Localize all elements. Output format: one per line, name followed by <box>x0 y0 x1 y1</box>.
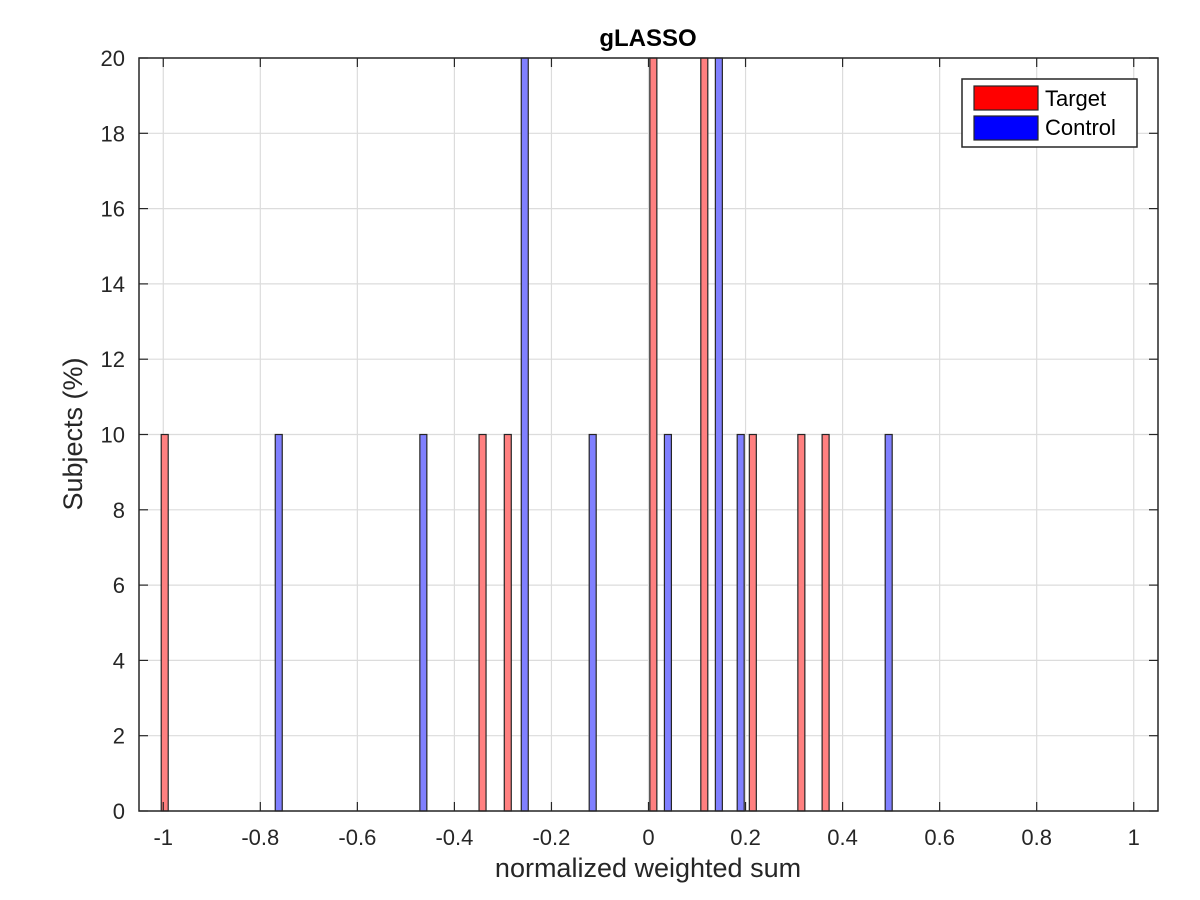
y-tick-label: 0 <box>113 799 125 824</box>
bar-target <box>503 433 512 812</box>
y-tick-label: 10 <box>101 423 125 448</box>
y-tick-label: 8 <box>113 498 125 523</box>
axis-ticks <box>139 57 1158 812</box>
x-tick-label: -0.4 <box>435 825 473 850</box>
bar-target <box>821 433 830 812</box>
bar-control <box>884 433 893 812</box>
bar-target <box>748 433 757 812</box>
legend-swatch-control <box>973 115 1039 141</box>
bar-control <box>736 433 745 812</box>
legend-label-control: Control <box>1045 115 1116 140</box>
x-tick-label: -0.8 <box>241 825 279 850</box>
y-tick-label: 18 <box>101 121 125 146</box>
y-tick-label: 20 <box>101 46 125 71</box>
legend-swatch-target <box>973 85 1039 111</box>
y-tick-label: 2 <box>113 724 125 749</box>
bars <box>160 57 893 812</box>
x-tick-label: 1 <box>1128 825 1140 850</box>
y-tick-label: 6 <box>113 573 125 598</box>
y-axis-label: Subjects (%) <box>58 357 88 510</box>
bar-target <box>478 433 487 812</box>
legend: Target Control <box>961 78 1138 148</box>
x-axis-label: normalized weighted sum <box>495 853 801 883</box>
legend-label-target: Target <box>1045 86 1106 111</box>
x-tick-label: 0 <box>642 825 654 850</box>
bar-control <box>419 433 428 812</box>
y-tick-label: 16 <box>101 197 125 222</box>
y-tick-labels: 0 2 4 6 8 10 12 14 16 18 20 <box>101 46 125 824</box>
bar-target <box>700 57 709 812</box>
y-tick-label: 14 <box>101 272 125 297</box>
bar-target <box>797 433 806 812</box>
chart-title: gLASSO <box>599 25 696 52</box>
y-tick-label: 4 <box>113 648 125 673</box>
x-tick-label: 0.8 <box>1021 825 1052 850</box>
bar-control <box>274 433 283 812</box>
x-tick-label: 0.2 <box>730 825 761 850</box>
y-tick-label: 12 <box>101 347 125 372</box>
x-tick-label: -0.6 <box>338 825 376 850</box>
bar-control <box>520 57 529 812</box>
x-tick-label: 0.4 <box>827 825 858 850</box>
x-tick-labels: -1 -0.8 -0.6 -0.4 -0.2 0 0.2 0.4 0.6 0.8 1 <box>153 825 1139 850</box>
x-tick-label: -0.2 <box>532 825 570 850</box>
x-tick-label: 0.6 <box>924 825 955 850</box>
bar-control <box>588 433 597 812</box>
bar-control <box>663 433 673 812</box>
bar-control <box>714 57 723 812</box>
x-tick-label: -1 <box>153 825 173 850</box>
bar-target <box>160 433 169 812</box>
bar-target <box>649 57 658 812</box>
